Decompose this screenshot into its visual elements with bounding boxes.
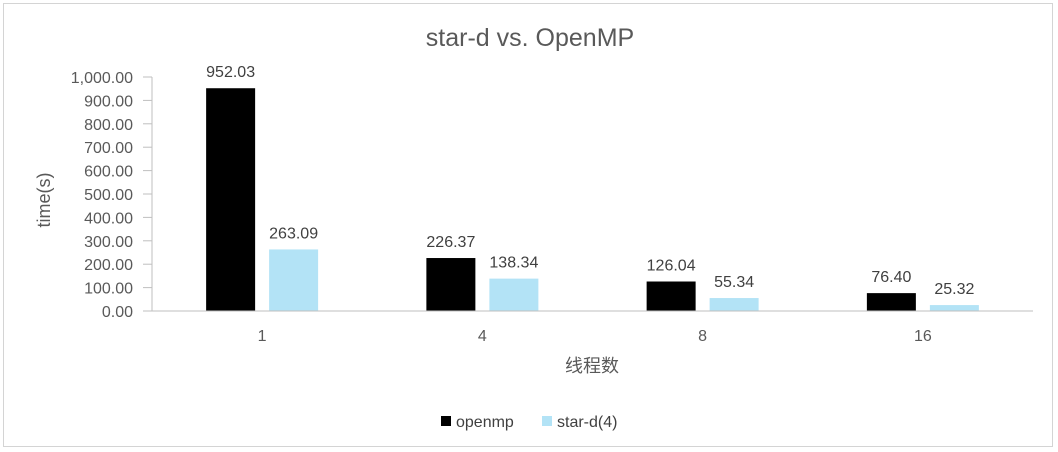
x-axis-title: 线程数 (565, 356, 619, 376)
bar-star-d-4-4 (489, 278, 539, 311)
data-label: 138.34 (489, 255, 538, 272)
data-label: 263.09 (269, 225, 318, 242)
x-axis: 1 4 8 16 (152, 310, 1033, 345)
chart-frame (3, 3, 1053, 447)
legend-swatch (542, 416, 552, 426)
bar-openmp-1 (206, 88, 256, 312)
bar-openmp-8 (646, 281, 696, 311)
data-label: 55.34 (714, 274, 754, 291)
x-tick-label: 4 (478, 328, 487, 345)
x-tick-label: 16 (914, 328, 932, 345)
data-label: 25.32 (934, 281, 974, 298)
data-label: 126.04 (647, 258, 696, 275)
chart-title: star-d vs. OpenMP (426, 24, 634, 52)
y-tick-label: 100.00 (84, 281, 133, 298)
legend-swatch (441, 416, 451, 426)
bar-star-d-4-16 (929, 305, 979, 311)
bars-group: 952.03 263.09 226.37 138.34 126.04 55.34 76.40… (206, 64, 979, 312)
x-tick-label: 8 (698, 328, 707, 345)
y-axis-title: time(s) (34, 173, 54, 228)
y-tick-label: 700.00 (84, 140, 133, 157)
bar-openmp-4 (426, 258, 476, 311)
bar-star-d-4-8 (709, 298, 759, 311)
y-tick-label: 0.00 (102, 304, 133, 321)
legend-label: openmp (456, 414, 514, 431)
y-tick-label: 200.00 (84, 257, 133, 274)
data-label: 952.03 (206, 64, 255, 81)
y-tick-label: 1,000.00 (71, 70, 133, 87)
y-tick-label: 600.00 (84, 164, 133, 181)
x-tick-label: 1 (258, 328, 267, 345)
legend: openmp star-d(4) (441, 414, 617, 431)
y-tick-label: 400.00 (84, 210, 133, 227)
y-axis: 0.00 100.00 200.00 300.00 400.00 500.00 600.00… (71, 70, 153, 321)
y-tick-label: 900.00 (84, 93, 133, 110)
data-label: 76.40 (871, 269, 911, 286)
bar-openmp-16 (866, 293, 916, 311)
legend-label: star-d(4) (557, 414, 617, 431)
data-label: 226.37 (426, 234, 475, 251)
y-tick-label: 800.00 (84, 117, 133, 134)
bar-star-d-4-1 (269, 249, 319, 311)
y-tick-label: 500.00 (84, 187, 133, 204)
y-tick-label: 300.00 (84, 234, 133, 251)
